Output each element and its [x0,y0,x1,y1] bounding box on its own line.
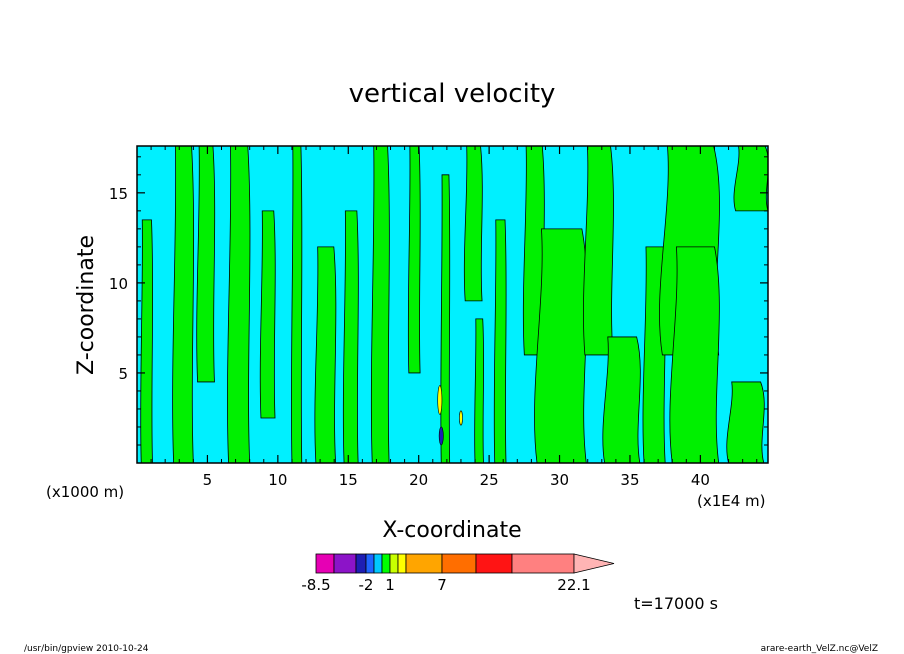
colorbar-segment-0 [315,553,335,574]
colorbar-segment-9 [441,553,477,574]
field-column-12 [474,318,485,463]
field-column-6 [314,246,337,463]
colorbar-tick-label: 7 [437,576,447,594]
y-axis-label: Z-coordinate [74,235,99,375]
field-column-3 [227,146,251,463]
field-column-10 [440,174,451,463]
field-column-9 [407,146,421,374]
time-label: t=17000 s [634,594,718,613]
field-column-20 [669,246,720,463]
colorbar-segment-10 [475,553,513,574]
colorbar-segment-11 [511,553,575,574]
y-tick-label: 10 [109,275,128,293]
colorbar-tick-label: -8.5 [301,576,330,594]
x-axis-label: X-coordinate [382,518,521,543]
field-column-7 [342,210,359,463]
colorbar-segment-3 [365,553,375,574]
field-column-2 [196,146,216,383]
x-tick-label: 35 [620,471,639,489]
y-axis-unit: (x1000 m) [46,483,124,501]
colorbar-extend-arrow [573,553,615,574]
field-column-1 [172,146,195,463]
x-tick-label: 40 [691,471,710,489]
colorbar-segment-4 [373,553,383,574]
x-tick-label: 30 [550,471,569,489]
chart-title: vertical velocity [349,79,556,109]
x-tick-label: 15 [339,471,358,489]
footer-right: arare-earth_VelZ.nc@VelZ [761,644,878,654]
field-column-21 [726,381,765,463]
field-column-0 [140,219,154,463]
footer-left: /usr/bin/gpview 2010-10-24 [24,644,149,654]
field-column-15 [534,228,588,463]
colorbar-segment-6 [389,553,399,574]
field-spot-2 [459,410,463,426]
field-column-11 [463,146,483,302]
field-column-22 [733,146,768,212]
colorbar-segment-5 [381,553,391,574]
x-tick-label: 20 [409,471,428,489]
colorbar-tick-label: 22.1 [557,576,590,594]
field-spot-1 [438,426,444,446]
x-axis-unit: (x1E4 m) [697,492,766,510]
field-layer [140,146,768,463]
field-column-17 [602,336,641,463]
y-tick-label: 15 [109,185,128,203]
x-tick-label: 10 [268,471,287,489]
colorbar-segment-1 [333,553,357,574]
colorbar-segment-2 [355,553,367,574]
field-column-16 [583,146,614,356]
x-tick-label: 5 [203,471,213,489]
y-tick-label: 5 [118,365,128,383]
colorbar-tick-label: 1 [385,576,395,594]
field-column-5 [291,146,303,463]
colorbar-segment-8 [405,553,443,574]
field-spot-0 [437,385,443,415]
x-tick-label: 25 [480,471,499,489]
field-column-8 [370,146,390,463]
field-column-13 [493,219,507,463]
plot-frame [136,145,769,464]
colorbar: -8.5 -2 1 7 22.1 [301,553,615,594]
field-column-4 [259,210,276,419]
colorbar-tick-label: -2 [359,576,374,594]
plot-area [137,146,768,463]
colorbar-segment-7 [397,553,407,574]
axis-ticks: 5 10 15 20 25 30 35 40 5 10 15 [109,146,768,489]
